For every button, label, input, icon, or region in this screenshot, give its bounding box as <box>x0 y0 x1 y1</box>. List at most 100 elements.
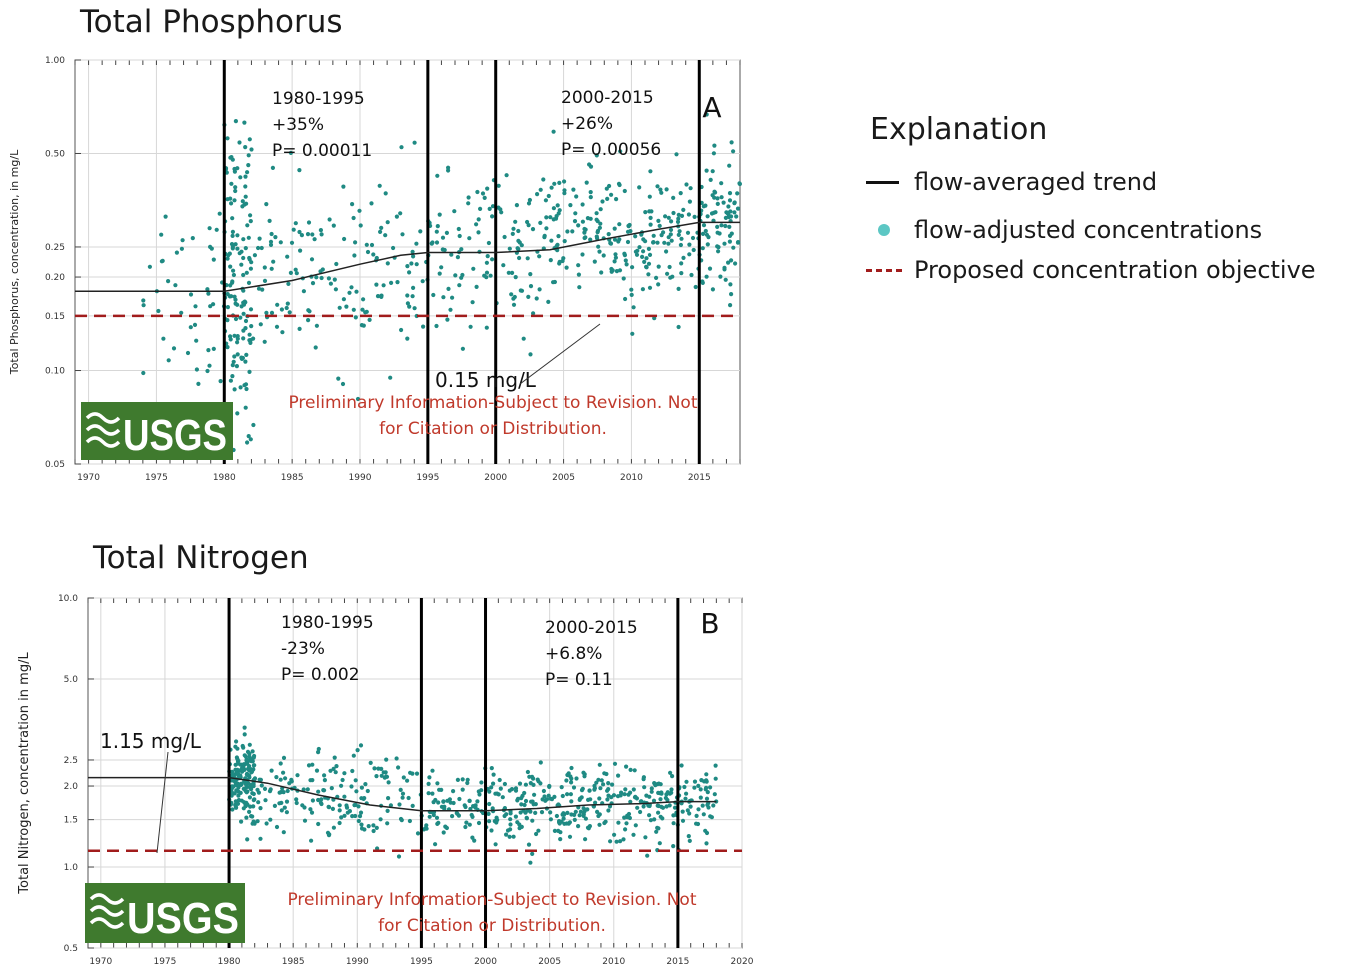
data-point <box>639 230 645 235</box>
data-point <box>230 784 235 789</box>
data-point <box>307 309 312 314</box>
data-point <box>690 235 696 241</box>
data-point <box>360 307 365 312</box>
data-point <box>222 291 227 296</box>
data-point <box>291 227 296 232</box>
data-point <box>252 253 257 258</box>
data-point <box>703 228 708 234</box>
data-point <box>488 273 493 278</box>
period-annotation-line: 2000-2015 <box>561 88 654 108</box>
data-point <box>517 822 522 827</box>
data-point <box>727 213 732 218</box>
data-point <box>430 240 435 245</box>
chart-b-title: Total Nitrogen <box>93 540 309 576</box>
data-point <box>523 782 529 787</box>
data-point <box>218 379 223 384</box>
data-point <box>642 785 647 790</box>
data-point <box>431 800 436 805</box>
data-point <box>383 191 388 196</box>
data-point <box>542 235 547 240</box>
data-point <box>562 821 567 826</box>
data-point <box>248 437 253 442</box>
data-point <box>541 246 546 251</box>
data-point <box>593 800 598 805</box>
data-point <box>686 834 691 839</box>
data-point <box>400 232 405 237</box>
data-point <box>580 202 585 207</box>
data-point <box>553 216 559 221</box>
data-point <box>729 231 734 236</box>
data-point <box>555 803 560 808</box>
data-point <box>479 780 484 785</box>
data-point <box>244 772 249 777</box>
data-point <box>594 234 599 239</box>
data-point <box>274 824 280 830</box>
data-point <box>507 834 512 839</box>
data-point <box>677 786 682 791</box>
data-point <box>624 821 629 826</box>
objective-leader <box>519 323 601 385</box>
data-point <box>163 214 168 219</box>
data-point <box>359 323 364 328</box>
data-point <box>244 781 249 787</box>
data-point <box>236 798 242 803</box>
data-point <box>684 791 689 796</box>
data-point <box>708 814 713 819</box>
data-point <box>252 797 257 802</box>
data-point <box>607 183 612 189</box>
data-point <box>258 777 263 782</box>
data-point <box>233 776 238 782</box>
data-point <box>671 210 676 216</box>
data-point <box>538 781 543 786</box>
data-point <box>248 767 254 772</box>
data-point <box>455 777 460 783</box>
data-point <box>607 804 613 809</box>
data-point <box>622 188 627 194</box>
data-point <box>626 792 631 797</box>
data-point <box>562 179 567 184</box>
data-point <box>262 339 267 344</box>
data-point <box>244 815 249 820</box>
data-point <box>211 346 216 351</box>
data-point <box>519 802 524 807</box>
data-point <box>363 310 368 315</box>
data-point <box>235 781 241 787</box>
data-point <box>602 771 607 776</box>
data-point <box>245 771 250 776</box>
data-point <box>235 801 241 806</box>
data-point <box>717 231 722 236</box>
data-point <box>727 163 732 168</box>
data-point <box>498 207 503 212</box>
data-point <box>347 290 352 295</box>
data-point <box>727 233 733 238</box>
data-point <box>728 209 733 214</box>
data-point <box>337 808 342 813</box>
data-point <box>441 799 446 804</box>
data-point <box>246 153 251 158</box>
data-point <box>222 329 228 334</box>
data-point <box>699 184 704 190</box>
data-point <box>278 240 283 245</box>
data-point <box>735 206 741 211</box>
data-point <box>188 292 194 297</box>
data-point <box>351 307 356 312</box>
data-point <box>704 778 709 783</box>
data-point <box>411 254 416 259</box>
data-point <box>679 799 684 804</box>
data-point <box>637 185 642 190</box>
data-point <box>728 219 733 224</box>
data-point <box>598 221 603 226</box>
data-point <box>704 772 709 777</box>
data-point <box>677 785 682 790</box>
data-point <box>552 828 558 834</box>
data-point <box>251 798 256 803</box>
data-point <box>634 796 640 801</box>
data-point <box>502 806 507 811</box>
data-point <box>597 249 602 254</box>
data-point <box>445 798 450 803</box>
data-point <box>334 764 339 769</box>
data-point <box>598 786 603 791</box>
data-point <box>684 182 689 187</box>
data-point <box>410 294 415 299</box>
watermark: Preliminary Information-Subject to Revis… <box>288 393 697 439</box>
